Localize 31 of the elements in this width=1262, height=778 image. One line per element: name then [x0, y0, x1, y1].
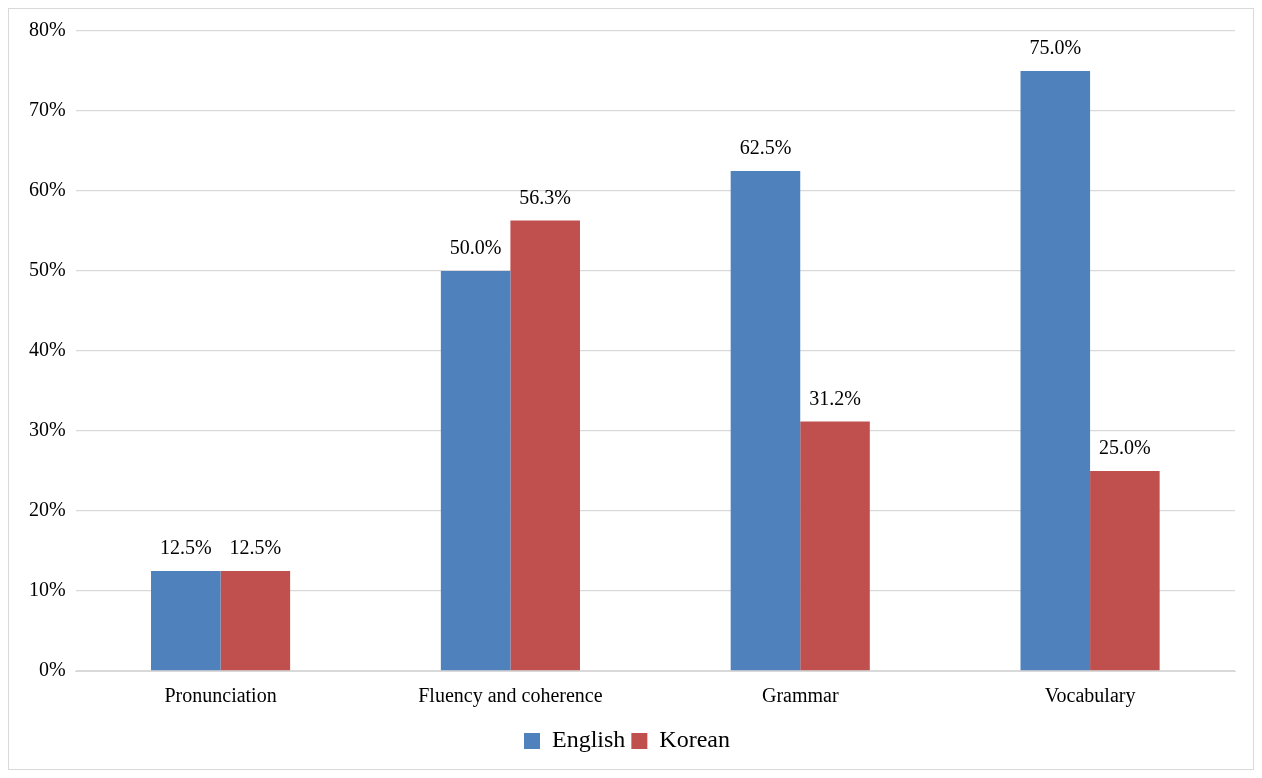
y-tick-label: 70%	[28, 98, 66, 121]
bar	[510, 220, 580, 671]
x-tick-label: Pronunciation	[164, 684, 277, 707]
bar	[800, 421, 870, 671]
data-label: 62.5%	[739, 136, 792, 159]
y-tick-label: 80%	[28, 18, 66, 41]
y-tick-label: 20%	[28, 498, 66, 521]
data-label: 12.5%	[229, 536, 282, 559]
data-label: 31.2%	[809, 386, 861, 409]
bar	[151, 571, 221, 671]
y-tick-label: 60%	[28, 178, 66, 201]
y-tick-label: 0%	[38, 658, 66, 681]
bar	[1090, 471, 1160, 671]
y-tick-label: 30%	[28, 418, 66, 441]
data-label: 50.0%	[449, 236, 502, 259]
bar	[1020, 71, 1091, 671]
y-tick-label: 50%	[28, 258, 66, 281]
x-tick-label: Vocabulary	[1044, 684, 1136, 708]
bar	[220, 571, 291, 671]
y-tick-label: 40%	[28, 338, 66, 361]
data-label: 25.0%	[1099, 436, 1151, 459]
y-tick-label: 10%	[28, 578, 66, 601]
data-label: 75.0%	[1029, 36, 1082, 59]
x-tick-label: Fluency and coherence	[418, 684, 603, 708]
data-label: 12.5%	[159, 536, 212, 559]
legend-label: English	[552, 726, 626, 753]
bar	[730, 171, 801, 671]
data-label: 56.3%	[519, 185, 572, 208]
bar	[440, 271, 511, 671]
x-tick-label: Grammar	[761, 684, 839, 707]
legend-label: Korean	[659, 726, 730, 753]
